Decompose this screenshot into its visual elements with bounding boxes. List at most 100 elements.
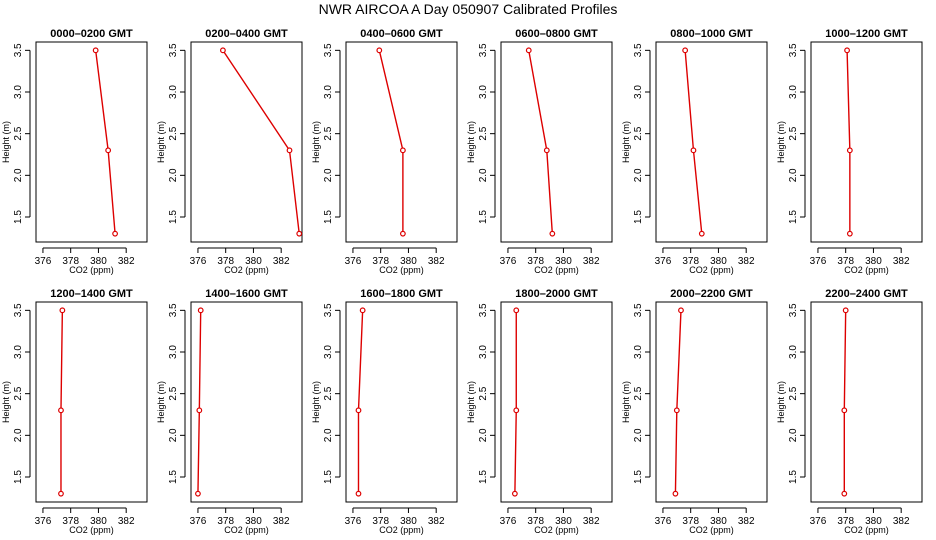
data-point [846,230,853,237]
panel-title: 1000–1200 GMT [825,28,908,40]
panel-10: 2000–2200 GMT 376 378 380 382 CO2 (ppm) 1.5 2.0… [621,288,768,535]
data-point [673,407,680,414]
x-tick-label: 378 [372,256,389,267]
x-tick-label: 380 [555,256,572,267]
data-point [511,490,518,497]
panel-title: 0600–0800 GMT [515,28,598,40]
x-tick-label: 376 [345,516,362,527]
data-point [525,47,532,54]
y-axis-title: Height (m) [156,121,166,163]
x-tick-label: 380 [710,256,727,267]
y-tick-label: 2.0 [168,168,179,182]
x-tick-label: 376 [810,256,827,267]
x-axis-title: CO2 (ppm) [69,525,114,535]
y-tick-label: 2.5 [168,386,179,400]
data-point [112,230,118,237]
panel-title: 1200–1400 GMT [50,288,133,300]
panel-title: 0400–0600 GMT [360,28,443,40]
panel-5: 1000–1200 GMT 376 378 380 382 CO2 (ppm) 1.5 2.0… [776,28,923,275]
y-tick-label: 3.5 [633,303,644,317]
panel-title: 0000–0200 GMT [50,28,133,40]
x-axis: 376 378 380 382 CO2 (ppm) [500,247,600,275]
y-tick-label: 3.0 [168,345,179,359]
y-axis-title: Height (m) [311,121,321,163]
y-tick-label: 3.5 [168,303,179,317]
figure-title: NWR AIRCOA A Day 050907 Calibrated Profi… [319,1,618,17]
x-tick-label: 380 [710,516,727,527]
data-point [105,147,112,154]
y-tick-label: 3.5 [323,43,334,57]
y-tick-label: 1.5 [323,210,334,224]
data-point [59,307,66,314]
data-point [195,490,201,497]
panel-3: 0600–0800 GMT 376 378 380 382 CO2 (ppm) 1.5 2.0… [466,28,613,275]
panel-7: 1400–1600 GMT 376 378 380 382 CO2 (ppm) 1.5 2.0… [156,288,303,535]
x-tick-label: 378 [682,256,699,267]
panel-6: 1200–1400 GMT 376 378 380 382 CO2 (ppm) 1.5 2.0… [1,288,148,535]
x-tick-label: 380 [245,516,262,527]
plot-frame [655,41,768,243]
plot-frame [345,301,458,503]
x-tick-label: 382 [428,516,445,527]
data-point [376,47,383,54]
x-tick-label: 378 [837,256,854,267]
y-tick-label: 2.0 [633,428,644,442]
y-axis: 1.5 2.0 2.5 3.0 3.5 Height (m) [1,303,31,484]
y-tick-label: 3.0 [13,85,24,99]
profile-line [684,50,703,234]
y-tick-label: 3.5 [13,43,24,57]
x-tick-label: 376 [810,516,827,527]
y-tick-label: 1.5 [13,210,24,224]
y-axis-title: Height (m) [311,381,321,423]
x-tick-label: 378 [217,256,234,267]
y-tick-label: 3.5 [323,303,334,317]
x-tick-label: 378 [682,516,699,527]
panel-0: 0000–0200 GMT 376 378 380 382 CO2 (ppm) 1.5 2.0… [1,28,148,275]
profile-line [378,50,404,234]
data-point [355,490,362,497]
x-tick-label: 380 [90,256,107,267]
data-point [196,407,203,414]
y-axis: 1.5 2.0 2.5 3.0 3.5 Height (m) [466,43,496,224]
x-axis: 376 378 380 382 CO2 (ppm) [190,247,290,275]
y-tick-label: 2.5 [478,126,489,140]
data-point [399,230,406,237]
y-tick-label: 3.0 [478,345,489,359]
x-axis: 376 378 380 382 CO2 (ppm) [345,247,445,275]
y-tick-label: 3.0 [633,85,644,99]
y-tick-label: 3.0 [323,85,334,99]
x-tick-label: 380 [245,256,262,267]
panel-9: 1800–2000 GMT 376 378 380 382 CO2 (ppm) 1.5 2.0… [466,288,613,535]
data-point [690,147,697,154]
data-point [296,230,303,237]
panel-4: 0800–1000 GMT 376 378 380 382 CO2 (ppm) 1.5 2.0… [621,28,768,275]
x-axis-title: CO2 (ppm) [689,525,734,535]
profile-line [60,310,64,494]
profile-line [528,50,554,234]
y-tick-label: 3.5 [788,303,799,317]
x-axis-title: CO2 (ppm) [844,265,889,275]
y-tick-label: 2.5 [13,126,24,140]
plot-frame [500,41,613,243]
y-axis: 1.5 2.0 2.5 3.0 3.5 Height (m) [156,303,186,484]
y-axis-title: Height (m) [156,381,166,423]
y-tick-label: 3.0 [788,85,799,99]
y-tick-label: 1.5 [633,210,644,224]
y-tick-label: 1.5 [168,210,179,224]
y-tick-label: 2.5 [323,386,334,400]
y-tick-label: 2.5 [13,386,24,400]
data-point [92,47,99,54]
x-tick-label: 382 [893,256,910,267]
panel-title: 2200–2400 GMT [825,288,908,300]
profile-line [94,50,116,234]
profile-line [843,310,847,494]
plot-frame [500,301,613,503]
y-axis: 1.5 2.0 2.5 3.0 3.5 Height (m) [156,43,186,224]
x-tick-label: 376 [190,256,207,267]
y-axis-title: Height (m) [776,381,786,423]
plot-frame [190,301,303,503]
y-tick-label: 2.0 [633,168,644,182]
data-point [678,307,684,314]
x-tick-label: 382 [273,256,290,267]
y-tick-label: 2.0 [13,168,24,182]
